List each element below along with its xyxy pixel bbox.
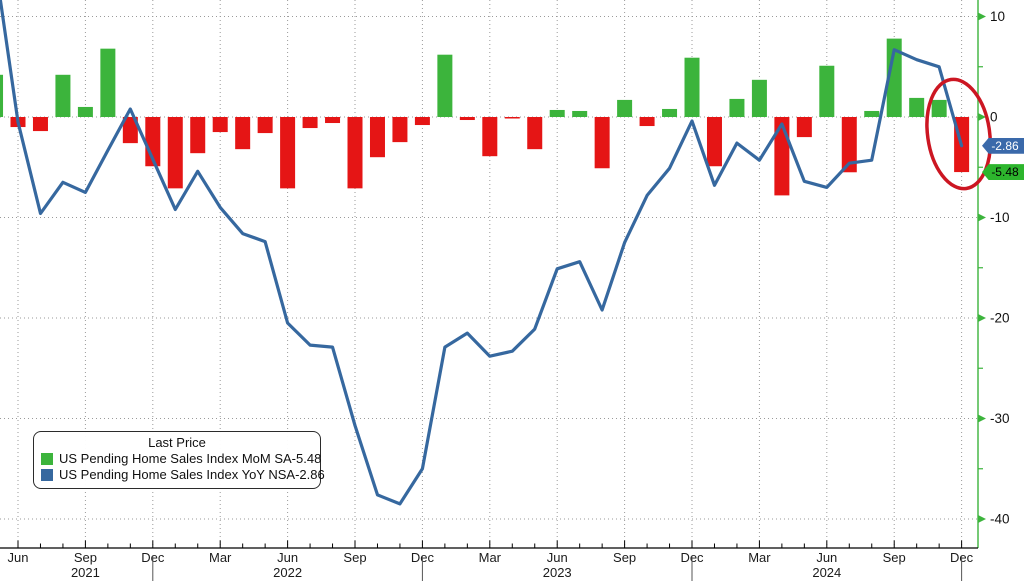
x-axis-month-label: Mar (748, 550, 771, 565)
y-axis-tick-arrow (978, 414, 986, 423)
legend-title: Last Price (148, 435, 206, 450)
bar-jun-2022 (280, 117, 296, 189)
bar-may-2023 (527, 117, 543, 150)
legend-label-mom: US Pending Home Sales Index MoM SA (59, 451, 292, 466)
bar-jul-2021 (32, 117, 48, 132)
bar-sep-2022 (347, 117, 363, 189)
x-axis-month-label: Sep (883, 550, 906, 565)
annotation-circle (925, 77, 993, 191)
bar-jul-2024 (841, 117, 857, 173)
y-axis-tick-arrow (978, 12, 986, 21)
legend: Last Price US Pending Home Sales Index M… (33, 431, 325, 489)
x-axis-year-label: 2023 (543, 565, 572, 580)
x-axis-year-label: 2024 (812, 565, 841, 580)
bar-aug-2022 (325, 117, 341, 124)
bar-may-2021 (0, 74, 4, 117)
bar-may-2022 (257, 117, 273, 134)
y-axis-tick-arrow (978, 314, 986, 322)
bar-mar-2023 (482, 117, 498, 157)
x-axis-month-label: Sep (74, 550, 97, 565)
bar-aug-2024 (864, 110, 880, 117)
bar-feb-2024 (729, 98, 745, 117)
bar-jul-2023 (572, 110, 588, 117)
last-price-badge-yoy: -2.86 (982, 137, 1024, 154)
x-axis-month-label: Jun (8, 550, 29, 565)
bar-nov-2024 (931, 99, 947, 117)
y-axis-tick-label: -30 (990, 411, 1010, 426)
x-axis-month-label: Jun (277, 550, 298, 565)
x-axis-month-label: Jun (547, 550, 568, 565)
legend-swatch-yoy (41, 469, 53, 481)
bar-oct-2022 (369, 117, 385, 158)
last-price-badge-mom: -5.48 (982, 164, 1024, 181)
x-axis-month-label: Mar (209, 550, 232, 565)
bar-jun-2024 (819, 65, 835, 117)
bar-apr-2023 (504, 117, 520, 119)
bar-may-2024 (796, 117, 812, 138)
bar-oct-2024 (909, 97, 925, 117)
legend-label-yoy: US Pending Home Sales Index YoY NSA (59, 467, 296, 482)
bar-jun-2023 (549, 109, 565, 117)
bar-mar-2022 (212, 117, 228, 133)
x-axis-month-label: Sep (343, 550, 366, 565)
bar-oct-2021 (100, 48, 116, 117)
y-axis-tick-label: -40 (990, 512, 1010, 527)
yoy-line (0, 0, 964, 506)
legend-value-yoy: -2.86 (295, 467, 325, 482)
x-axis-month-label: Mar (479, 550, 502, 565)
bar-nov-2022 (392, 117, 408, 143)
x-axis-year-label: 2021 (71, 565, 100, 580)
bar-feb-2022 (190, 117, 206, 154)
y-axis-tick-label: 10 (990, 9, 1005, 24)
x-axis-year-label: 2022 (273, 565, 302, 580)
bar-dec-2023 (684, 57, 700, 117)
y-axis-tick-arrow (978, 213, 986, 222)
bar-sep-2024 (886, 38, 902, 117)
legend-row-mom: US Pending Home Sales Index MoM SA -5.48 (34, 451, 322, 467)
y-axis-tick-arrow (978, 113, 986, 121)
bar-oct-2023 (639, 117, 655, 127)
bar-jul-2022 (302, 117, 318, 129)
y-axis-tick-label: 0 (990, 110, 998, 125)
bar-nov-2021 (122, 117, 138, 144)
bar-jan-2022 (167, 117, 183, 189)
bar-nov-2023 (662, 108, 678, 117)
legend-value-mom: -5.48 (291, 451, 322, 466)
bar-dec-2022 (414, 117, 430, 126)
y-axis-tick-label: -20 (990, 311, 1010, 326)
legend-row-yoy: US Pending Home Sales Index YoY NSA -2.8… (34, 467, 325, 483)
bar-apr-2024 (774, 117, 790, 196)
x-axis-month-label: Jun (816, 550, 837, 565)
bar-aug-2023 (594, 117, 610, 169)
bar-mar-2024 (751, 79, 767, 117)
legend-swatch-mom (41, 453, 53, 465)
y-axis-tick-arrow (978, 515, 986, 523)
bar-sep-2021 (77, 106, 93, 117)
y-axis-tick-label: -10 (990, 210, 1010, 225)
bar-jan-2023 (437, 54, 453, 117)
bar-jan-2024 (706, 117, 722, 167)
bar-feb-2023 (459, 117, 475, 121)
bar-sep-2023 (617, 99, 633, 117)
bar-apr-2022 (235, 117, 251, 150)
x-axis-month-label: Sep (613, 550, 636, 565)
bar-aug-2021 (55, 74, 71, 117)
